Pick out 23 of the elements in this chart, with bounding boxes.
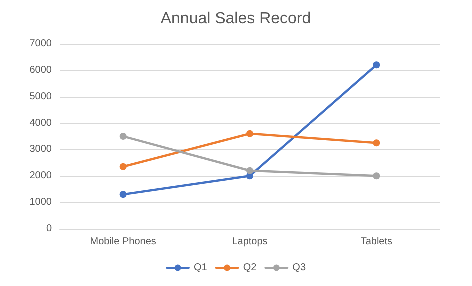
legend-label: Q1	[194, 262, 208, 274]
y-tick-label: 0	[46, 224, 52, 234]
x-tick-label: Tablets	[360, 236, 393, 248]
y-tick-label: 5000	[30, 91, 52, 102]
x-tick-label: Mobile Phones	[90, 236, 156, 248]
point	[120, 163, 127, 170]
point	[246, 130, 254, 138]
x-tick-label: Laptops	[232, 236, 268, 248]
point	[373, 62, 380, 69]
y-tick-label: 2000	[30, 170, 52, 182]
legend-label: Q2	[243, 262, 258, 274]
y-tick-label: 1000	[30, 197, 52, 208]
point	[246, 167, 254, 174]
point	[373, 172, 380, 180]
point	[120, 191, 127, 198]
point	[120, 133, 127, 140]
point	[373, 140, 380, 147]
y-tick-label: 7000	[30, 38, 52, 50]
chart-title: Annual Sales Record	[160, 10, 312, 28]
y-tick-label: 4000	[30, 118, 52, 129]
y-tick-label: 6000	[30, 64, 52, 76]
legend-label: Q3	[292, 262, 306, 274]
y-tick-label: 3000	[30, 144, 52, 156]
